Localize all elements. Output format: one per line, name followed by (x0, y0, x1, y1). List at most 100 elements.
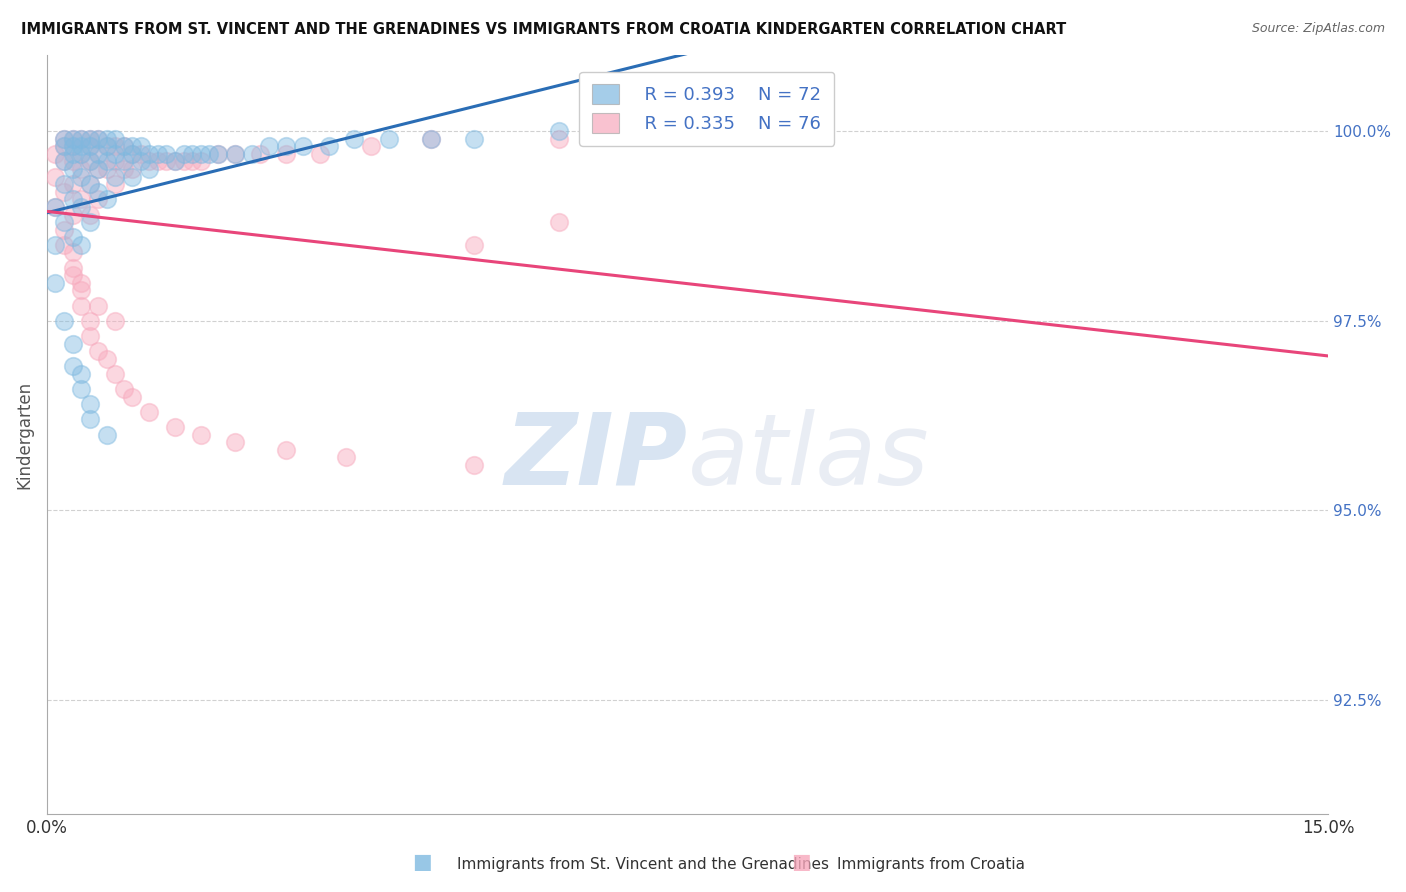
Point (87, 185, 110, 199)
Point (274, 139, 297, 153)
Point (463, 458, 485, 472)
Point (70, 146, 93, 161)
Text: atlas: atlas (688, 409, 929, 506)
Point (292, 139, 315, 153)
Point (62, 207, 84, 221)
Point (163, 420, 186, 434)
Point (87, 146, 110, 161)
Point (62, 359, 84, 374)
Point (463, 238, 485, 252)
Point (52, 215, 75, 229)
Legend:   R = 0.393    N = 72,   R = 0.335    N = 76: R = 0.393 N = 72, R = 0.335 N = 76 (579, 71, 834, 145)
Point (104, 169, 127, 184)
Point (62, 230, 84, 244)
Point (173, 154, 195, 169)
Point (52, 154, 75, 169)
Point (70, 192, 93, 206)
Point (52, 314, 75, 328)
Point (87, 146, 110, 161)
Point (70, 284, 93, 298)
Point (104, 131, 127, 145)
Point (62, 161, 84, 176)
Point (207, 146, 229, 161)
Text: ■: ■ (412, 853, 432, 872)
Point (181, 154, 204, 169)
Point (129, 139, 152, 153)
Point (224, 146, 246, 161)
Point (121, 161, 143, 176)
Point (62, 177, 84, 191)
Point (155, 146, 177, 161)
Point (87, 192, 110, 206)
Point (181, 146, 204, 161)
Point (96, 351, 118, 366)
Point (52, 154, 75, 169)
Point (52, 222, 75, 236)
Point (62, 131, 84, 145)
Text: Immigrants from St. Vincent and the Grenadines: Immigrants from St. Vincent and the Gren… (457, 857, 830, 872)
Text: ■: ■ (792, 853, 811, 872)
Point (104, 154, 127, 169)
Point (70, 169, 93, 184)
Point (104, 314, 127, 328)
Point (129, 154, 152, 169)
Point (79, 131, 101, 145)
Point (343, 131, 366, 145)
Point (52, 238, 75, 252)
Point (70, 276, 93, 290)
Point (377, 131, 399, 145)
Point (420, 131, 443, 145)
Point (44, 200, 66, 214)
Point (62, 139, 84, 153)
Point (44, 276, 66, 290)
Point (79, 131, 101, 145)
Point (104, 177, 127, 191)
Point (112, 154, 135, 169)
Point (163, 154, 186, 169)
Point (79, 397, 101, 411)
Point (96, 427, 118, 442)
Point (138, 154, 160, 169)
Point (112, 139, 135, 153)
Point (121, 146, 143, 161)
Point (112, 382, 135, 396)
Point (173, 146, 195, 161)
Point (62, 260, 84, 275)
Point (62, 139, 84, 153)
Point (240, 146, 263, 161)
Point (548, 124, 571, 138)
Point (274, 146, 297, 161)
Point (87, 161, 110, 176)
Point (138, 146, 160, 161)
Y-axis label: Kindergarten: Kindergarten (15, 381, 32, 489)
Point (70, 139, 93, 153)
Point (257, 139, 280, 153)
Point (138, 405, 160, 419)
Point (96, 131, 118, 145)
Point (52, 139, 75, 153)
Point (121, 139, 143, 153)
Point (121, 169, 143, 184)
Point (87, 299, 110, 313)
Point (79, 412, 101, 426)
Point (62, 268, 84, 283)
Point (52, 139, 75, 153)
Point (52, 131, 75, 145)
Point (79, 177, 101, 191)
Point (96, 154, 118, 169)
Point (79, 215, 101, 229)
Point (112, 161, 135, 176)
Point (249, 146, 271, 161)
Point (79, 139, 101, 153)
Point (79, 177, 101, 191)
Point (420, 131, 443, 145)
Point (146, 146, 169, 161)
Point (548, 215, 571, 229)
Point (198, 146, 221, 161)
Point (62, 192, 84, 206)
Point (87, 161, 110, 176)
Point (548, 131, 571, 145)
Point (79, 154, 101, 169)
Point (70, 146, 93, 161)
Point (44, 146, 66, 161)
